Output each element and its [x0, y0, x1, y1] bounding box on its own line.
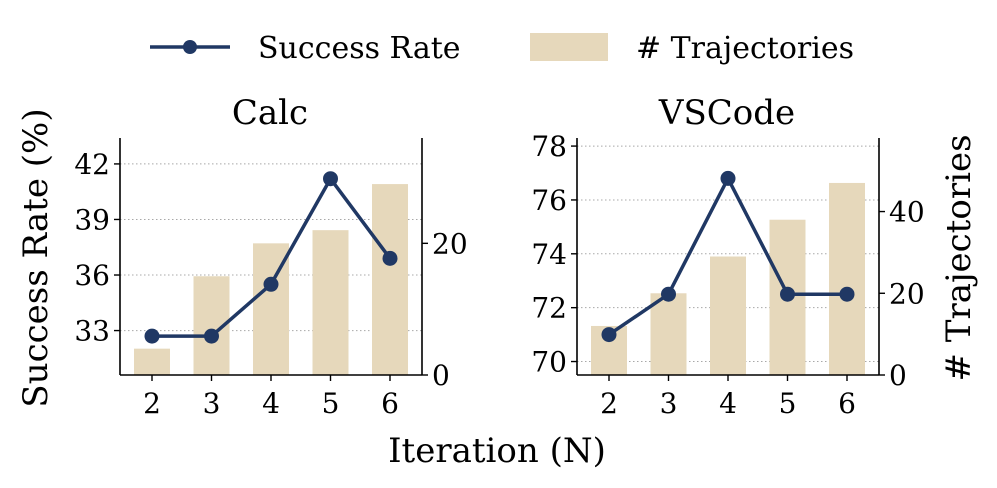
y-tick-label: 72	[531, 292, 567, 325]
trajectory-bar	[650, 293, 687, 375]
legend-bar-swatch	[530, 33, 608, 61]
x-tick-label: 6	[381, 387, 399, 420]
success-rate-point	[204, 328, 219, 344]
y2-tick-label: 0	[432, 359, 450, 392]
trajectory-bar	[312, 230, 349, 375]
y-tick-label: 33	[74, 315, 110, 348]
success-rate-point	[780, 286, 795, 302]
legend-label-trajectories: # Trajectories	[636, 31, 854, 66]
y2-tick-label: 20	[432, 227, 468, 260]
trajectory-bar	[829, 182, 865, 375]
y-tick-label: 74	[531, 238, 567, 271]
y-tick-label: 70	[531, 346, 567, 379]
x-axis-title: Iteration (N)	[388, 431, 606, 471]
success-rate-point	[839, 286, 855, 302]
y-tick-label: 78	[531, 130, 567, 163]
success-rate-point	[720, 170, 736, 186]
x-tick-label: 5	[322, 387, 340, 420]
y-tick-label: 42	[74, 148, 110, 181]
x-tick-label: 5	[779, 387, 797, 420]
success-rate-point	[382, 250, 398, 266]
x-tick-label: 4	[719, 387, 737, 420]
x-tick-label: 3	[660, 387, 678, 420]
x-tick-label: 4	[262, 387, 280, 420]
panel-title: Calc	[232, 93, 308, 133]
y-tick-label: 39	[74, 203, 110, 236]
success-rate-point	[263, 276, 279, 292]
panel-title: VSCode	[658, 93, 795, 133]
success-rate-point	[144, 328, 160, 344]
x-tick-label: 3	[203, 387, 221, 420]
panel-calc: Calc 33 36 39 42 0 20 2 3 4 5 6	[74, 93, 467, 420]
success-rate-point	[323, 171, 338, 187]
y-axis-title: Success Rate (%)	[16, 108, 56, 407]
trajectory-bar	[134, 348, 170, 375]
y-tick-label: 76	[531, 184, 567, 217]
legend: Success Rate # Trajectories	[150, 31, 854, 66]
legend-marker-swatch	[183, 40, 197, 54]
trajectory-bar	[710, 256, 746, 375]
y2-tick-label: 0	[889, 359, 907, 392]
legend-label-success-rate: Success Rate	[258, 31, 461, 66]
y2-tick-label: 20	[889, 277, 925, 310]
panel-vscode: VSCode 70 72 74 76 78 0 20 40 2 3 4 5 6	[531, 93, 924, 420]
success-rate-point	[661, 286, 676, 302]
y2-axis-title: # Trajectories	[939, 134, 979, 381]
x-tick-label: 6	[838, 387, 856, 420]
x-tick-label: 2	[600, 387, 618, 420]
y-tick-label: 36	[74, 259, 110, 292]
x-tick-label: 2	[143, 387, 161, 420]
success-rate-point	[601, 327, 617, 343]
y2-tick-label: 40	[889, 196, 925, 229]
trajectory-bar	[372, 184, 408, 375]
